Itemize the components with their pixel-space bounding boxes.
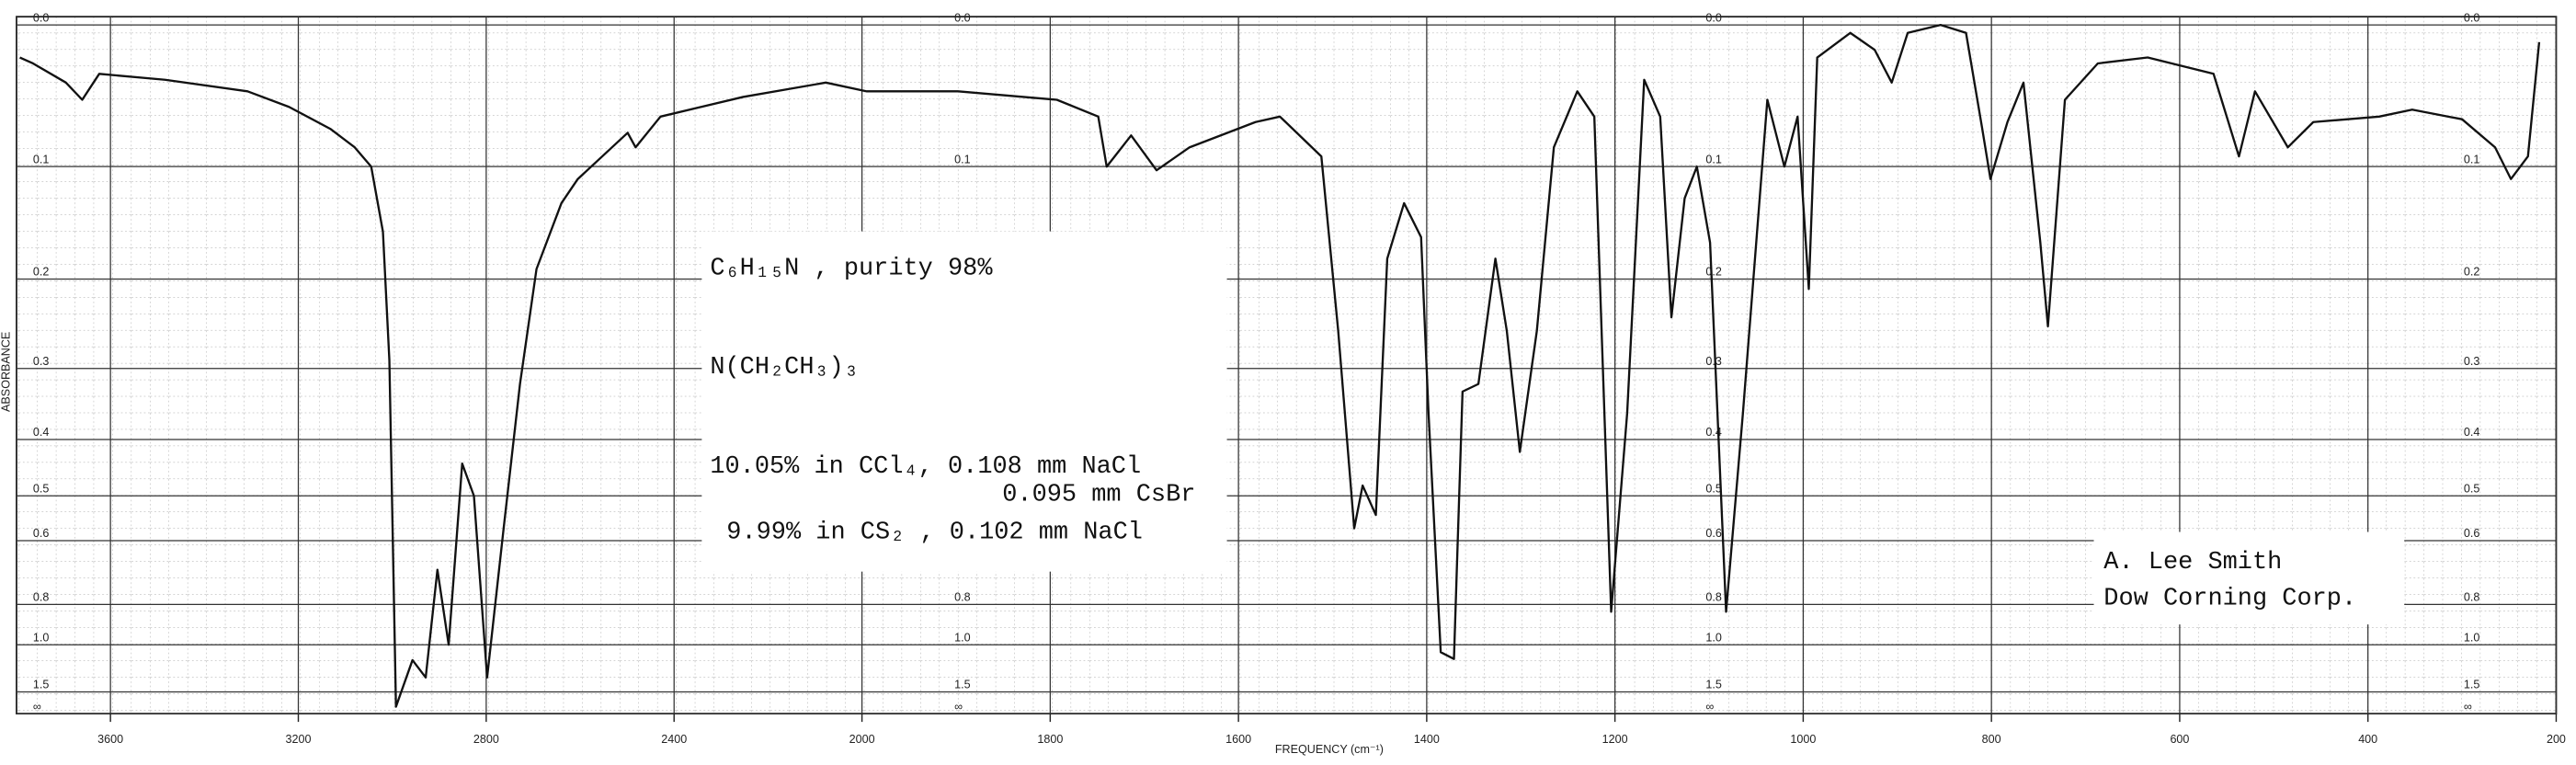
x-tick-label: 600 [2170, 733, 2189, 746]
spectrum-line [19, 23, 2541, 708]
trace [19, 23, 2541, 708]
y-tick-label: 1.5 [33, 679, 49, 691]
y-tick-label: ∞ [954, 700, 963, 713]
x-tick-label: 3200 [286, 733, 312, 746]
y-tick-label: ∞ [2464, 700, 2472, 713]
y-tick-label: 0.0 [2464, 11, 2479, 24]
y-tick-label: 1.0 [33, 631, 49, 644]
y-tick-label: 0.2 [2464, 266, 2479, 279]
y-tick-label: 0.0 [1705, 11, 1721, 24]
y-tick-label: 0.4 [33, 426, 49, 439]
y-tick-label: 0.8 [954, 591, 970, 604]
y-tick-label: 0.0 [33, 11, 49, 24]
x-tick-label: 800 [1982, 733, 2001, 746]
sample-prep: 0.095 mm CsBr [1002, 481, 1195, 508]
x-tick-label: 1600 [1225, 733, 1251, 746]
y-tick-label: 0.1 [1705, 153, 1721, 166]
x-axis-label: FREQUENCY (cm⁻¹) [1275, 743, 1384, 756]
affiliation: Dow Corning Corp. [2103, 586, 2356, 613]
y-tick-label: 1.5 [1705, 679, 1721, 691]
y-tick-label: 0.0 [954, 11, 970, 24]
x-tick-label: 1400 [1414, 733, 1440, 746]
y-tick-label: 0.1 [33, 153, 49, 166]
y-tick-label: 0.8 [33, 591, 49, 604]
y-tick-label: 0.5 [1705, 482, 1721, 495]
x-tick-label: 1000 [1790, 733, 1816, 746]
y-tick-label: 0.6 [2464, 527, 2479, 540]
y-tick-label: 1.5 [2464, 679, 2479, 691]
x-tick-label: 1800 [1037, 733, 1063, 746]
y-tick-label: 1.0 [1705, 631, 1721, 644]
sample-prep: 10.05% in CCl₄, 0.108 mm NaCl [710, 453, 1141, 481]
y-tick-label: 0.6 [1705, 527, 1721, 540]
y-axis-label: ABSORBANCE [0, 332, 13, 412]
x-tick-label: 2400 [661, 733, 687, 746]
y-tick-label: 1.0 [954, 631, 970, 644]
structure: N(CH₂CH₃)₃ [710, 354, 859, 382]
y-tick-label: 0.3 [2464, 355, 2479, 368]
y-tick-label: 0.3 [1705, 355, 1721, 368]
y-tick-label: 1.5 [954, 679, 970, 691]
x-tick-label: 200 [2547, 733, 2566, 746]
y-tick-label: 0.2 [33, 266, 49, 279]
x-tick-label: 3600 [97, 733, 123, 746]
y-tick-label: 0.5 [33, 482, 49, 495]
y-tick-label: 0.1 [954, 153, 970, 166]
y-tick-label: 0.6 [33, 527, 49, 540]
author-box [2093, 531, 2405, 625]
x-tick-label: 400 [2358, 733, 2377, 746]
sample-note-box [701, 231, 1227, 572]
y-tick-label: 0.5 [2464, 482, 2479, 495]
y-tick-label: 0.8 [1705, 591, 1721, 604]
x-tick-label: 2000 [849, 733, 875, 746]
y-tick-label: 1.0 [2464, 631, 2479, 644]
y-tick-label: 0.4 [2464, 426, 2479, 439]
y-tick-label: 0.1 [2464, 153, 2479, 166]
y-tick-label: ∞ [1705, 700, 1714, 713]
formula: C₆H₁₅N , purity 98% [710, 255, 993, 282]
author: A. Lee Smith [2103, 549, 2282, 577]
x-tick-label: 2800 [473, 733, 499, 746]
x-tick-label: 1200 [1602, 733, 1628, 746]
y-tick-label: 0.8 [2464, 591, 2479, 604]
y-tick-label: 0.2 [1705, 266, 1721, 279]
y-tick-label: 0.3 [33, 355, 49, 368]
sample-prep: 9.99% in CS₂ , 0.102 mm NaCl [726, 520, 1143, 547]
y-tick-label: ∞ [33, 700, 41, 713]
